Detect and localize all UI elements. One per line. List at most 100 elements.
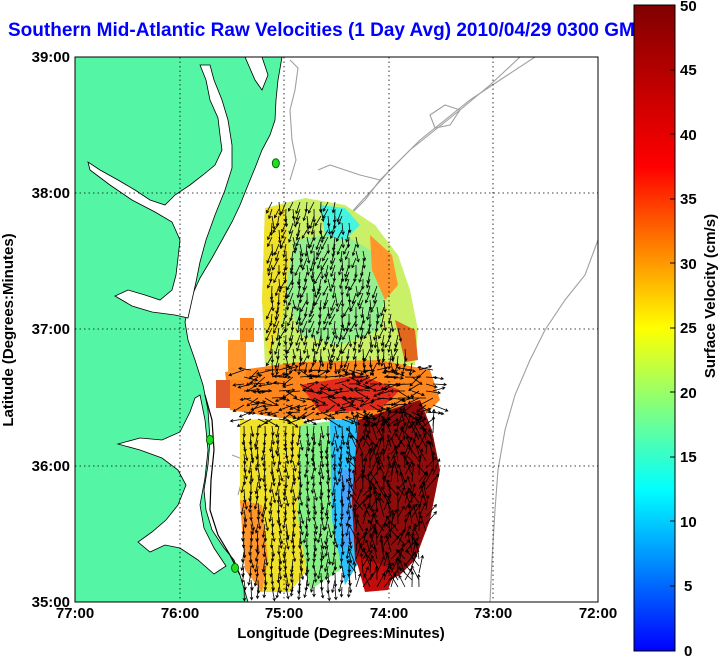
plot-frame: [74, 56, 599, 603]
x-tick-label: 72:00: [579, 605, 617, 622]
velocity-vector: [331, 551, 336, 566]
x-tick-label: 73:00: [474, 605, 512, 622]
velocity-vector: [299, 509, 305, 525]
velocity-vector: [257, 383, 273, 388]
velocity-vector: [401, 397, 413, 403]
velocity-vector: [348, 446, 353, 462]
velocity-vector: [324, 544, 329, 557]
velocity-vector: [339, 558, 343, 570]
velocity-vector: [286, 341, 294, 355]
velocity-vector: [317, 362, 322, 374]
velocity-vector: [250, 558, 255, 569]
velocity-vector: [273, 380, 287, 385]
velocity-vector: [287, 313, 294, 327]
velocity-vector: [351, 292, 357, 305]
station-marker: [278, 47, 285, 56]
velocity-vector: [240, 558, 245, 572]
velocity-vector: [324, 516, 329, 531]
velocity-vector: [266, 201, 273, 214]
velocity-vector: [270, 348, 275, 364]
velocity-vector: [281, 222, 287, 233]
velocity-vector: [263, 425, 268, 438]
velocity-vector: [319, 386, 336, 392]
velocity-vector: [320, 355, 325, 368]
velocity-vector: [338, 264, 343, 276]
velocity-vector: [320, 208, 325, 223]
velocity-vector: [396, 491, 400, 511]
velocity-vector: [369, 334, 374, 349]
velocity-vector: [355, 390, 370, 400]
velocity-vector: [313, 348, 317, 364]
velocity-vector: [390, 571, 397, 588]
velocity-vector: [303, 334, 308, 346]
velocity-vector: [278, 278, 282, 293]
velocity-vector: [299, 257, 303, 269]
velocity-vector: [364, 376, 378, 384]
velocity-vector: [274, 341, 280, 356]
velocity-vector: [254, 460, 259, 472]
velocity-vector: [327, 355, 333, 371]
velocity-vector: [369, 443, 378, 462]
velocity-vector: [311, 404, 322, 410]
velocity-vector: [274, 285, 280, 297]
velocity-vector: [271, 215, 276, 230]
velocity-vector: [308, 306, 315, 318]
velocity-vector: [275, 586, 280, 599]
velocity-vector: [316, 243, 322, 257]
velocity-vector: [375, 519, 385, 532]
velocity-vector: [362, 566, 369, 581]
velocity-vector: [337, 215, 343, 226]
velocity-vector: [243, 446, 249, 462]
velocity-vector: [355, 488, 363, 504]
velocity-vector: [348, 418, 361, 425]
velocity-vector: [395, 557, 399, 574]
velocity-vector: [341, 432, 346, 446]
velocity-vector: [271, 586, 276, 602]
velocity-vector: [334, 411, 350, 415]
velocity-vector: [336, 299, 343, 313]
velocity-vector: [271, 299, 275, 312]
velocity-vector: [346, 427, 357, 441]
velocity-vector: [339, 586, 344, 598]
velocity-vector: [265, 327, 273, 342]
velocity-vector: [369, 470, 378, 483]
velocity-vector: [268, 341, 273, 355]
velocity-vector: [358, 285, 364, 296]
velocity-vector: [373, 292, 378, 304]
velocity-vector: [390, 532, 403, 546]
velocity-vector: [310, 579, 315, 593]
velocity-vector: [285, 467, 290, 480]
velocity-vector: [320, 264, 324, 280]
velocity-vector: [411, 565, 420, 581]
velocity-vector: [354, 265, 358, 279]
velocity-vector: [289, 565, 294, 578]
velocity-vector: [306, 390, 323, 395]
velocity-vector: [299, 544, 304, 559]
velocity-vector: [374, 422, 385, 441]
velocity-vector: [324, 558, 329, 573]
velocity-vector: [425, 390, 442, 395]
velocity-vector: [287, 418, 301, 425]
velocity-vector: [403, 562, 413, 574]
velocity-vector: [376, 366, 389, 371]
velocity-vector: [297, 488, 301, 501]
velocity-vector: [324, 264, 329, 278]
velocity-vector: [261, 523, 266, 539]
velocity-vector: [418, 433, 427, 448]
velocity-vector: [303, 467, 308, 478]
velocity-vector: [365, 433, 378, 448]
velocity-vector: [302, 278, 308, 291]
velocity-vector: [380, 427, 385, 448]
velocity-vector: [238, 411, 252, 418]
velocity-vector: [273, 243, 280, 256]
velocity-vector: [299, 327, 304, 342]
velocity-vector: [341, 371, 356, 378]
velocity-vector: [272, 222, 280, 234]
velocity-vector: [320, 394, 334, 399]
velocity-vector: [369, 466, 382, 483]
velocity-vector: [404, 537, 419, 553]
velocity-vector: [353, 503, 357, 518]
velocity-vector: [331, 579, 336, 594]
velocity-vector: [359, 369, 371, 375]
velocity-vector: [285, 299, 290, 311]
